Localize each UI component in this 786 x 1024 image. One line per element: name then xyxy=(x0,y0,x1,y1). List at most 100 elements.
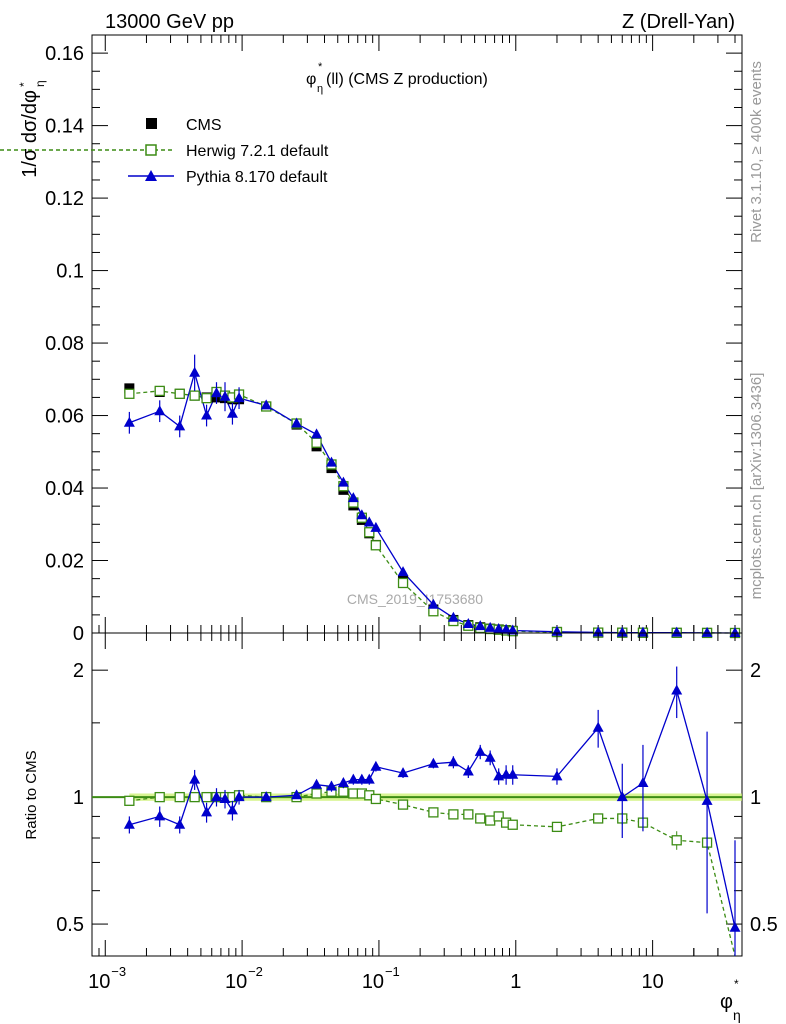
herwig-point xyxy=(364,527,375,538)
pythia-point xyxy=(260,399,272,410)
pythia-ratio-point xyxy=(616,791,628,802)
herwig-ratio-point xyxy=(475,813,486,824)
pythia-ratio-line xyxy=(129,688,736,928)
pythia-ratio-point xyxy=(474,745,486,756)
herwig-point xyxy=(154,385,165,397)
legend-label-pythia: Pythia 8.170 default xyxy=(186,169,328,186)
herwig-ratio-point xyxy=(348,788,359,799)
pythia-point xyxy=(637,626,649,637)
pythia-ratio-point xyxy=(174,818,186,829)
legend-label-herwig: Herwig 7.2.1 default xyxy=(186,143,329,160)
pythia-ratio-point xyxy=(291,789,303,800)
header-process-label: Z (Drell-Yan) xyxy=(622,11,735,33)
plot-title: φ * η (ll) (CMS Z production) xyxy=(306,61,488,95)
herwig-ratio-point xyxy=(338,786,349,797)
pythia-ratio-point xyxy=(219,792,231,803)
ratio-y-tick-label: 2 xyxy=(73,660,84,682)
legend-marker-herwig xyxy=(145,144,157,156)
side-mcplots-label: mcplots.cern.ch [arXiv:1306.3436] xyxy=(748,373,765,600)
pythia-point xyxy=(474,620,486,631)
pythia-ratio-point xyxy=(154,810,166,821)
x-tick-label-exponent: −3 xyxy=(111,964,126,979)
pythia-ratio-point xyxy=(397,767,409,778)
pythia-ratio-point xyxy=(551,770,563,781)
cms-point xyxy=(124,383,135,394)
pythia-point xyxy=(592,626,604,637)
x-tick-label: 10 xyxy=(88,971,110,993)
pythia-ratio-point xyxy=(210,791,222,802)
pythia-ratio-point xyxy=(189,773,201,784)
pythia-point xyxy=(729,626,741,637)
pythia-ratio-point xyxy=(325,780,337,791)
x-axis-label: φ * η xyxy=(720,977,741,1023)
herwig-ratio-point xyxy=(493,811,504,822)
pythia-point xyxy=(427,598,439,609)
ratio-axes: 0.5 0.51 12 210 −3 10 −2 10 −1 1 10 xyxy=(56,633,778,993)
watermark-label: CMS_2019_I1753680 xyxy=(347,591,483,607)
pythia-point xyxy=(219,390,231,401)
pythia-point xyxy=(226,407,238,418)
side-rivet-label: Rivet 3.1.10, ≥ 400k events xyxy=(748,61,765,243)
x-tick-label: 1 xyxy=(510,971,521,993)
main-y-tick-label: 0.1 xyxy=(56,261,84,283)
x-tick-label-exponent: −1 xyxy=(385,964,400,979)
pythia-point xyxy=(123,416,135,427)
herwig-ratio-point xyxy=(485,815,496,826)
plot-title-eta: η xyxy=(317,83,323,95)
pythia-ratio-point xyxy=(427,757,439,768)
pythia-ratio-point xyxy=(592,721,604,732)
plot-title-text: (ll) (CMS Z production) xyxy=(326,71,488,88)
pythia-point xyxy=(174,420,186,431)
ratio-y-axis-label: Ratio to CMS xyxy=(23,750,40,839)
x-axis-label-star: * xyxy=(734,977,739,991)
main-panel: CMS_2019_I1753680 φ * η (ll) (CMS Z prod… xyxy=(0,34,743,645)
pythia-point xyxy=(210,387,222,398)
main-y-axis-label: 1/σ dσ/dφ * η xyxy=(17,80,47,177)
legend-label-cms: CMS xyxy=(186,117,222,134)
herwig-ratio-point xyxy=(448,809,459,820)
pythia-point xyxy=(311,428,323,439)
main-y-tick-label: 0.14 xyxy=(45,116,84,138)
pythia-point xyxy=(325,456,337,467)
herwig-ratio-point xyxy=(154,791,165,803)
pythia-point xyxy=(233,392,245,403)
plot-title-symbol: φ xyxy=(306,71,316,88)
main-y-tick-label: 0.16 xyxy=(45,43,84,65)
pythia-ratio-point xyxy=(233,791,245,802)
herwig-point xyxy=(174,388,185,399)
herwig-ratio-point xyxy=(311,788,322,799)
herwig-ratio-point xyxy=(370,793,382,805)
main-marks xyxy=(123,354,741,639)
herwig-ratio-point xyxy=(124,795,135,806)
pythia-ratio-point xyxy=(507,768,519,779)
ratio-marks xyxy=(92,666,742,957)
pythia-point xyxy=(671,626,683,637)
legend-marker-cms xyxy=(146,118,157,129)
pythia-point xyxy=(154,405,166,416)
pythia-ratio-point xyxy=(356,773,368,784)
pythia-ratio-point xyxy=(484,751,496,762)
herwig-point xyxy=(189,390,200,401)
pythia-point xyxy=(337,476,349,487)
herwig-ratio-point xyxy=(428,807,439,818)
pythia-ratio-point xyxy=(637,777,649,788)
x-tick-label: 10 xyxy=(362,971,384,993)
main-y-tick-label: 0.12 xyxy=(45,188,84,210)
herwig-ratio-point xyxy=(551,821,563,833)
legend: CMS Herwig 7.2.1 default Pythia 8.170 de… xyxy=(0,117,329,186)
pythia-point xyxy=(397,566,409,577)
pythia-point xyxy=(500,623,512,634)
pythia-ratio-point xyxy=(447,756,459,767)
main-y-tick-label: 0.04 xyxy=(45,478,84,500)
pythia-point xyxy=(493,623,505,634)
herwig-ratio-point xyxy=(507,819,518,830)
main-y-tick-label: 0.06 xyxy=(45,406,84,428)
pythia-ratio-point xyxy=(347,773,359,784)
pythia-ratio-point xyxy=(363,773,375,784)
pythia-point xyxy=(201,409,213,420)
herwig-point xyxy=(201,392,212,404)
pythia-point xyxy=(356,509,368,520)
x-tick-label: 10 xyxy=(641,971,663,993)
herwig-ratio-point xyxy=(397,799,409,810)
pythia-ratio-point xyxy=(226,804,238,815)
